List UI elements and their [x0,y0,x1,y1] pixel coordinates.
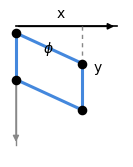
Text: x: x [57,7,65,21]
Point [15,78,17,81]
Point [15,32,17,34]
Text: y: y [93,61,101,74]
Point [81,109,84,111]
Text: $\phi$: $\phi$ [43,40,53,58]
Point [81,62,84,65]
